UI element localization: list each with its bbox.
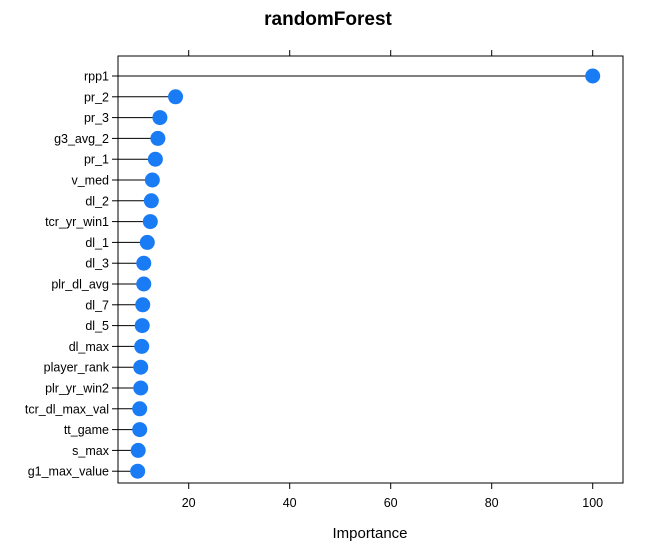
category-label: dl_2	[85, 194, 109, 208]
importance-dot	[152, 110, 168, 126]
category-label: dl_1	[85, 236, 109, 250]
importance-dot	[130, 463, 146, 479]
importance-dot	[133, 359, 149, 375]
category-label: g1_max_value	[28, 465, 109, 479]
category-label: rpp1	[84, 70, 109, 84]
x-tick-label: 80	[485, 496, 499, 510]
category-label: dl_3	[85, 257, 109, 271]
x-axis-title: Importance	[332, 525, 407, 542]
x-tick-label: 60	[384, 496, 398, 510]
category-label: dl_5	[85, 319, 109, 333]
x-tick-label: 100	[582, 496, 603, 510]
importance-dot	[142, 214, 158, 230]
category-label: tcr_dl_max_val	[25, 402, 109, 416]
category-label: plr_dl_avg	[51, 278, 109, 292]
category-label: v_med	[71, 174, 109, 188]
x-tick-label: 40	[283, 496, 297, 510]
importance-dot	[585, 68, 601, 84]
chart-title: randomForest	[264, 9, 392, 30]
importance-dot	[132, 401, 148, 417]
importance-dot	[168, 89, 184, 105]
category-label: tt_game	[64, 423, 109, 437]
category-label: player_rank	[44, 361, 110, 375]
importance-dot	[135, 297, 151, 313]
importance-dot	[143, 193, 159, 209]
importance-dot	[132, 422, 148, 438]
category-label: g3_avg_2	[54, 132, 109, 146]
category-label: pr_2	[84, 90, 109, 104]
category-label: plr_yr_win2	[45, 382, 109, 396]
importance-dot	[136, 276, 152, 292]
category-label: pr_1	[84, 153, 109, 167]
x-axis: 20 40 60 80 100	[182, 50, 603, 510]
data-rows: rpp1 pr_2 pr_3 g3_avg_2 pr_1 v_med dl_2 tcr_yr_…	[25, 68, 601, 479]
plot-frame	[117, 55, 624, 484]
importance-dot	[136, 255, 152, 271]
category-label: dl_7	[85, 298, 109, 312]
importance-dot	[134, 318, 150, 334]
importance-dot	[130, 442, 146, 458]
importance-dot	[139, 234, 155, 250]
importance-dot	[150, 130, 166, 146]
category-label: dl_max	[69, 340, 110, 354]
importance-dot	[134, 338, 150, 354]
importance-dot	[133, 380, 149, 396]
category-label: tcr_yr_win1	[45, 215, 109, 229]
category-label: s_max	[72, 444, 110, 458]
importance-dot	[147, 151, 163, 167]
x-tick-label: 20	[182, 496, 196, 510]
category-label: pr_3	[84, 111, 109, 125]
importance-dot	[144, 172, 160, 188]
